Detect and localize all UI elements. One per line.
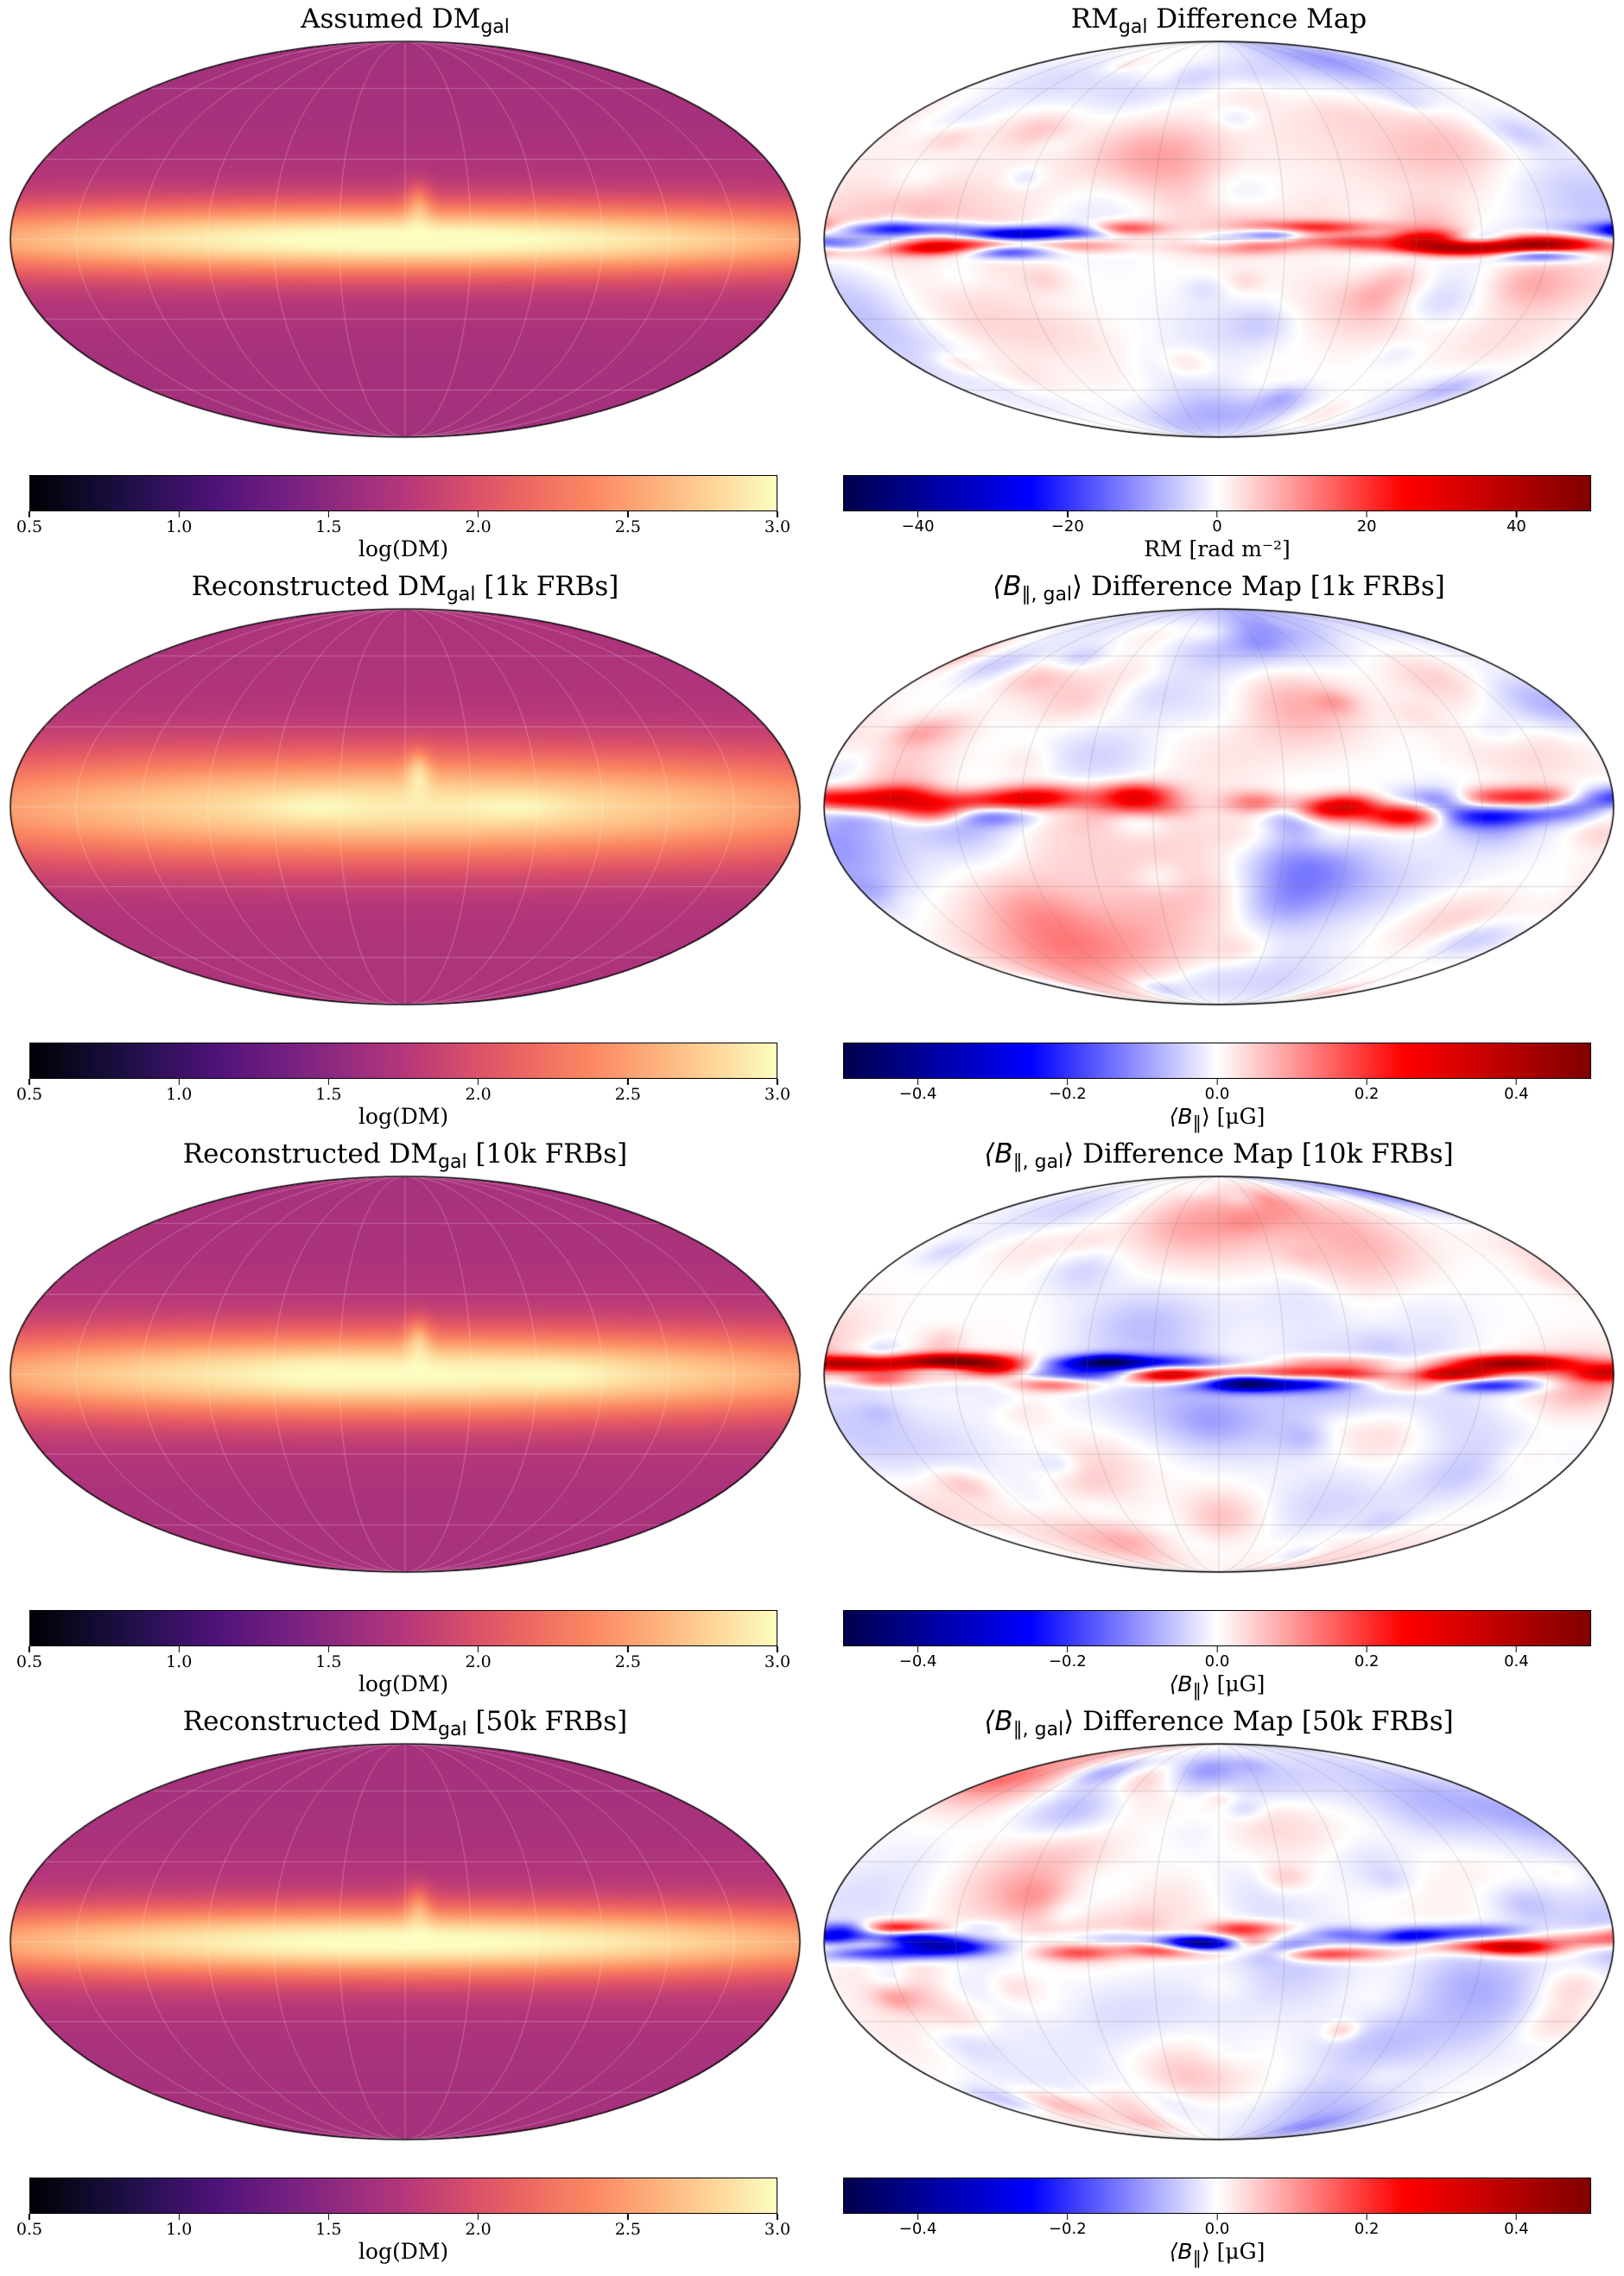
colorbar-label: log(DM) [358, 1671, 449, 1696]
colorbar-tick: 2.5 [615, 1646, 641, 1671]
sky-map-bpar-difference-10k [817, 1171, 1621, 1577]
colorbar-tick: 0.4 [1504, 1079, 1529, 1104]
colorbar-ticks: −0.4 −0.2 0.0 0.2 0.4 [843, 2214, 1591, 2240]
colorbar-ticks: −40 −20 0 20 40 [843, 511, 1591, 537]
colorbar [843, 475, 1591, 511]
sky-map-reconstructed-dm-50k [3, 1739, 807, 2145]
colorbar-tick: 1.0 [166, 511, 192, 536]
panel-title: Reconstructed DMgal [50k FRBs] [182, 1706, 628, 1740]
panel-title: Reconstructed DMgal [1k FRBs] [191, 571, 619, 605]
colorbar-tick: 0.0 [1205, 1079, 1229, 1104]
colorbar-ticks: 0.5 1.0 1.5 2.0 2.5 3.0 [16, 1079, 790, 1105]
colorbar-ticks: 0.5 1.0 1.5 2.0 2.5 3.0 [16, 1646, 790, 1672]
colorbar-tick: 3.0 [764, 2214, 790, 2239]
colorbar-tick: −20 [1051, 511, 1084, 536]
panel-rm-difference: RMgal Difference Map −40 −20 0 20 40 RM [rad… [817, 2, 1621, 568]
panel-reconstructed-dm-10k: Reconstructed DMgal [10k FRBs] 0.5 1.0 1.5… [3, 1137, 807, 1703]
colorbar-tick: 1.5 [315, 1646, 342, 1671]
colorbar-tick: 0.2 [1354, 1079, 1380, 1104]
colorbar-tick: 1.0 [166, 1646, 192, 1671]
colorbar-tick: 1.5 [315, 511, 342, 536]
colorbar-tick: 0.5 [16, 511, 42, 536]
colorbar-tick: 0 [1212, 511, 1222, 536]
colorbar-label: ⟨B∥⟩ [μG] [1169, 1671, 1266, 1701]
colorbar-tick: 2.0 [465, 2214, 492, 2239]
colorbar-ticks: 0.5 1.0 1.5 2.0 2.5 3.0 [16, 511, 790, 537]
colorbar-tick: 3.0 [764, 1646, 790, 1671]
panel-bpar-difference-10k: ⟨B∥, gal⟩ Difference Map [10k FRBs] −0.4… [817, 1137, 1621, 1703]
colorbar-tick: −40 [902, 511, 935, 536]
colorbar-tick: 3.0 [764, 1079, 790, 1104]
colorbar [843, 2178, 1591, 2214]
colorbar-tick: 2.5 [615, 1079, 641, 1104]
panel-title: Assumed DMgal [301, 3, 510, 38]
panel-assumed-dm: Assumed DMgal 0.5 1.0 1.5 2.0 2.5 3.0 log(DM) [3, 2, 807, 568]
colorbar-tick: 0.4 [1504, 1646, 1529, 1671]
sky-map-bpar-difference-50k [817, 1739, 1621, 2145]
colorbar-tick: 1.0 [166, 2214, 192, 2239]
colorbar-ticks: −0.4 −0.2 0.0 0.2 0.4 [843, 1646, 1591, 1672]
colorbar-tick: 0.0 [1205, 2214, 1229, 2239]
colorbar-tick: 40 [1507, 511, 1526, 536]
colorbar-tick: 0.0 [1205, 1646, 1229, 1671]
colorbar-tick: 1.5 [315, 1079, 342, 1104]
panel-bpar-difference-1k: ⟨B∥, gal⟩ Difference Map [1k FRBs] −0.4−… [817, 569, 1621, 1136]
colorbar-label: ⟨B∥⟩ [μG] [1169, 1104, 1266, 1133]
colorbar [29, 1043, 777, 1079]
panel-title: ⟨B∥, gal⟩ Difference Map [1k FRBs] [993, 571, 1445, 605]
colorbar-tick: 2.0 [465, 1646, 492, 1671]
colorbar-label: RM [rad m⁻²] [1144, 536, 1291, 561]
colorbar-tick: 3.0 [764, 511, 790, 536]
colorbar-tick: 2.0 [465, 1079, 492, 1104]
colorbar-tick: 0.2 [1354, 1646, 1380, 1671]
colorbar [29, 475, 777, 511]
panel-bpar-difference-50k: ⟨B∥, gal⟩ Difference Map [50k FRBs] −0.4… [817, 1704, 1621, 2271]
sky-map-rm-difference [817, 36, 1621, 442]
panel-reconstructed-dm-1k: Reconstructed DMgal [1k FRBs] 0.5 1.0 1.5 2… [3, 569, 807, 1136]
sky-map-reconstructed-dm-1k [3, 604, 807, 1010]
sky-map-reconstructed-dm-10k [3, 1171, 807, 1577]
colorbar-tick: 0.5 [16, 1079, 42, 1104]
sky-map-bpar-difference-1k [817, 604, 1621, 1010]
colorbar-tick: 1.0 [166, 1079, 192, 1104]
colorbar-tick: −0.4 [899, 1079, 936, 1104]
colorbar-ticks: 0.5 1.0 1.5 2.0 2.5 3.0 [16, 2214, 790, 2240]
colorbar-tick: 0.4 [1504, 2214, 1529, 2239]
panel-reconstructed-dm-50k: Reconstructed DMgal [50k FRBs] 0.5 1.0 1.5… [3, 1704, 807, 2271]
colorbar-tick: −0.4 [899, 2214, 936, 2239]
panel-title: Reconstructed DMgal [10k FRBs] [182, 1138, 628, 1173]
colorbar-tick: 2.0 [465, 511, 492, 536]
colorbar [29, 2178, 777, 2214]
colorbar-tick: 2.5 [615, 2214, 641, 2239]
colorbar-tick: −0.2 [1049, 1079, 1087, 1104]
panel-title: ⟨B∥, gal⟩ Difference Map [50k FRBs] [984, 1706, 1454, 1740]
colorbar-tick: 0.5 [16, 1646, 42, 1671]
colorbar-ticks: −0.4 −0.2 0.0 0.2 0.4 [843, 1079, 1591, 1105]
panel-title: ⟨B∥, gal⟩ Difference Map [10k FRBs] [984, 1138, 1454, 1173]
colorbar [843, 1043, 1591, 1079]
colorbar-label: log(DM) [358, 1104, 449, 1129]
colorbar-label: ⟨B∥⟩ [μG] [1169, 2239, 1266, 2268]
colorbar-tick: 2.5 [615, 511, 641, 536]
sky-map-assumed-dm [3, 36, 807, 442]
colorbar-tick: −0.2 [1049, 2214, 1087, 2239]
colorbar-tick: −0.2 [1049, 1646, 1087, 1671]
colorbar-tick: 0.2 [1354, 2214, 1380, 2239]
colorbar-tick: 20 [1357, 511, 1377, 536]
colorbar [29, 1610, 777, 1646]
colorbar-tick: 1.5 [315, 2214, 342, 2239]
colorbar-label: log(DM) [358, 2239, 449, 2264]
panel-title: RMgal Difference Map [1070, 3, 1367, 38]
colorbar [843, 1610, 1591, 1646]
colorbar-label: log(DM) [358, 536, 449, 561]
colorbar-tick: 0.5 [16, 2214, 42, 2239]
colorbar-tick: −0.4 [899, 1646, 936, 1671]
